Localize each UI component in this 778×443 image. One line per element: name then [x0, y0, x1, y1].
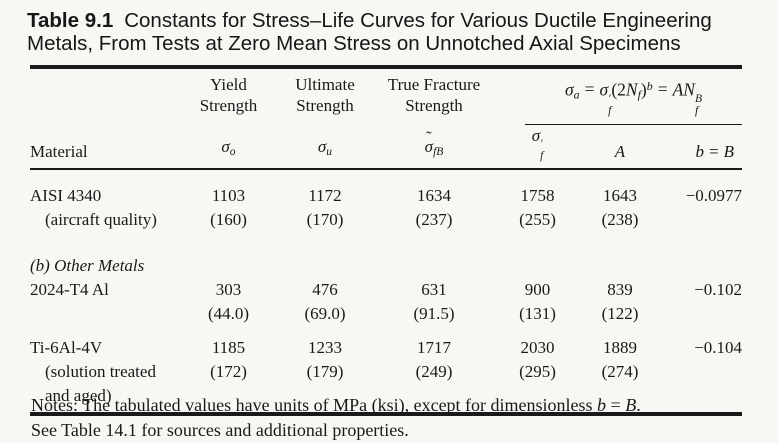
material-qualifier-cell: [30, 302, 185, 326]
value-cell: 1643: [603, 185, 637, 205]
value-cell: 1185: [211, 337, 246, 357]
header-yield-line1: Yield: [210, 75, 247, 94]
value-cell: 476: [312, 279, 338, 299]
material-qualifier-cell: (solution treated: [45, 361, 156, 381]
header-material-spacer: [30, 67, 185, 125]
value-cell: −0.104: [694, 337, 743, 357]
formula-sub-a: a: [573, 87, 580, 102]
ksi-cell: (160): [210, 209, 247, 229]
title-line2: Metals, From Tests at Zero Mean Stress o…: [27, 32, 681, 55]
ksi-cell: (255): [519, 209, 556, 229]
table-row-ti6al4v-mpa: Ti-6Al-4V 1185 1233 1717 2030 1889 −0.10…: [30, 326, 742, 360]
header-yield-strength: Yield Strength: [185, 67, 272, 125]
formula-open-paren: (2: [611, 79, 626, 100]
table-title: Table 9.1 Constants for Stress–Life Curve…: [27, 9, 767, 55]
ksi-cell: (122): [601, 303, 639, 323]
ksi-cell: (69.0): [304, 303, 346, 323]
table-row-2024t4-ksi: (44.0) (69.0) (91.5) (131) (122): [30, 302, 742, 326]
material-cell: 2024-T4 Al: [30, 279, 109, 299]
header-b-equals-B: b = B: [655, 124, 743, 170]
value-cell: 631: [421, 279, 447, 299]
notes-line1: Notes: The tabulated values have units o…: [31, 395, 641, 415]
value-cell: 1758: [520, 185, 555, 205]
ksi-cell: (179): [306, 361, 344, 381]
header-yield-line2: Strength: [199, 96, 258, 115]
section-label: (b) Other Metals: [30, 255, 145, 275]
constants-table-container: Yield Strength Ultimate Strength True Fr…: [30, 65, 743, 416]
table-notes: Notes: The tabulated values have units o…: [31, 393, 771, 443]
ksi-cell: (238): [601, 209, 639, 229]
header-row-symbols: Material σo σu ˜ σfB σ ′ f A b = B: [30, 124, 743, 170]
value-cell: 839: [607, 279, 633, 299]
ksi-cell: (274): [601, 361, 639, 381]
formula-close-paren: ): [640, 79, 647, 100]
formula-equals-2: =: [657, 79, 668, 100]
notes-math-B: B: [625, 395, 637, 415]
formula-sigma-a: σ: [565, 79, 574, 100]
ksi-cell: [655, 360, 742, 384]
header-ultimate-line1: Ultimate: [295, 75, 355, 94]
header-true-fracture-strength: True Fracture Strength: [378, 67, 490, 125]
header-material: Material: [30, 124, 185, 170]
header-ultimate-strength: Ultimate Strength: [272, 67, 378, 125]
ksi-cell: [655, 302, 742, 326]
section-row-other-metals: (b) Other Metals: [30, 232, 742, 278]
value-cell: 303: [215, 279, 242, 299]
title-line1: Constants for Stress–Life Curves for Var…: [124, 9, 712, 32]
table-row-ti6al4v-ksi: (solution treated (172) (179) (249) (295…: [30, 360, 742, 384]
tilde-accent: ˜: [426, 127, 432, 147]
header-ultimate-line2: Strength: [296, 96, 354, 115]
table-row-2024t4-mpa: 2024-T4 Al 303 476 631 900 839 −0.102: [30, 278, 742, 302]
header-sigma-fB: ˜ σfB: [378, 124, 490, 170]
value-cell: −0.0977: [685, 185, 743, 205]
formula-A: A: [672, 79, 684, 100]
ksi-cell: [655, 208, 742, 232]
notes-line2: See Table 14.1 for sources and additiona…: [31, 420, 409, 440]
material-cell: Ti-6Al-4V: [30, 337, 103, 357]
header-truefracture-line2: Strength: [405, 96, 463, 115]
ksi-cell: (295): [519, 361, 556, 381]
ksi-cell: (237): [415, 209, 453, 229]
header-sigma-u: σu: [272, 124, 378, 170]
ksi-cell: (172): [210, 361, 247, 381]
formula-N: N: [625, 79, 638, 100]
value-cell: 1233: [308, 337, 342, 357]
header-A: A: [585, 124, 655, 170]
ksi-cell: (44.0): [207, 303, 250, 323]
header-sigma-f-prime: σ ′ f: [490, 124, 585, 170]
value-cell: 900: [524, 279, 551, 299]
formula-N2: N: [683, 79, 695, 100]
value-cell: 1717: [417, 337, 451, 357]
formula-prime-f-stack: ′ f: [608, 92, 612, 117]
material-qualifier-cell: and aged): [45, 385, 112, 405]
formula-sigma-f: σ: [599, 79, 609, 100]
table-row-aisi4340-ksi: (aircraft quality) (160) (170) (237) (25…: [30, 208, 742, 232]
table-number: Table 9.1: [27, 9, 114, 32]
value-cell: −0.102: [694, 279, 743, 299]
header-sigma-o: σo: [185, 124, 272, 170]
header-truefracture-line1: True Fracture: [387, 75, 481, 94]
value-cell: 1634: [417, 185, 451, 205]
formula-equals-1: =: [584, 79, 595, 100]
ksi-cell: (249): [415, 361, 453, 381]
header-row-labels: Yield Strength Ultimate Strength True Fr…: [30, 67, 743, 125]
value-cell: 1889: [603, 337, 637, 357]
value-cell: 1172: [308, 185, 342, 205]
ksi-cell: (131): [519, 303, 556, 323]
material-cell: AISI 4340: [30, 185, 102, 205]
value-cell: 2030: [520, 337, 555, 357]
value-cell: 1103: [211, 185, 246, 205]
ksi-cell: (91.5): [413, 303, 455, 323]
table-row-ti6al4v-qualifier2: and aged): [30, 384, 742, 414]
notes-math-b: b: [597, 395, 607, 415]
ksi-cell: (170): [306, 209, 344, 229]
table-row-aisi4340-mpa: AISI 4340 1103 1172 1634 1758 1643 −0.09…: [30, 169, 742, 208]
material-qualifier-cell: (aircraft quality): [45, 209, 157, 229]
constants-table: Yield Strength Ultimate Strength True Fr…: [30, 65, 743, 416]
